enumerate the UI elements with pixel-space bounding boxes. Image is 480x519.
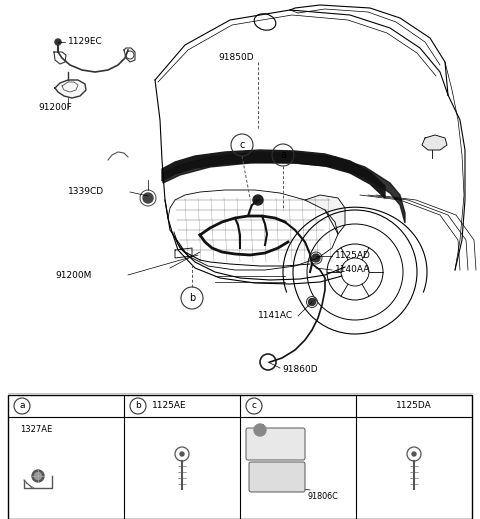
Circle shape (55, 39, 61, 45)
Circle shape (253, 195, 263, 205)
Text: c: c (240, 140, 245, 150)
Bar (8, 395, 472, 519)
Polygon shape (305, 195, 345, 234)
Polygon shape (163, 153, 405, 223)
Polygon shape (55, 80, 86, 98)
Text: 1140AA: 1140AA (335, 266, 371, 275)
FancyBboxPatch shape (249, 462, 305, 492)
Text: 1129EC: 1129EC (68, 37, 103, 47)
Circle shape (412, 452, 416, 456)
Text: 1125DA: 1125DA (396, 402, 432, 411)
Text: 91200M: 91200M (55, 270, 91, 280)
Text: 1125AE: 1125AE (152, 402, 187, 411)
Circle shape (32, 470, 44, 482)
Text: a: a (19, 402, 25, 411)
Text: 1125AD: 1125AD (335, 252, 371, 261)
Polygon shape (422, 135, 447, 150)
Circle shape (312, 254, 320, 262)
Text: b: b (135, 402, 141, 411)
Circle shape (143, 193, 153, 203)
Circle shape (180, 452, 184, 456)
Text: 1327AE: 1327AE (20, 425, 52, 434)
Circle shape (309, 298, 315, 306)
Text: b: b (189, 293, 195, 303)
Text: 91850D: 91850D (218, 53, 253, 62)
Text: 91200F: 91200F (38, 103, 72, 113)
Text: 1339CD: 1339CD (68, 187, 104, 197)
Polygon shape (162, 150, 385, 198)
Text: a: a (280, 150, 286, 160)
Circle shape (254, 424, 266, 436)
FancyBboxPatch shape (246, 428, 305, 460)
Text: 91806C: 91806C (308, 492, 339, 501)
Text: 1141AC: 1141AC (258, 311, 293, 321)
Circle shape (35, 472, 41, 480)
Text: c: c (252, 402, 256, 411)
Text: 91860D: 91860D (282, 365, 318, 375)
